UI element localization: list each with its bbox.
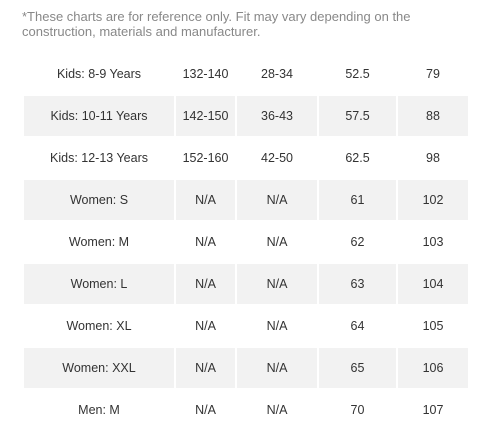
length-cell: 103 — [422, 235, 444, 249]
size-label-cell: Kids: 8-9 Years — [56, 67, 142, 81]
table-row: Women: XL N/A N/A 64 105 — [24, 306, 468, 346]
length-cell: 106 — [398, 348, 468, 388]
length-cell: 79 — [426, 67, 440, 81]
size-label-cell: Women: XXL — [24, 348, 174, 388]
size-chart-body: Kids: 8-9 Years 132-140 28-34 52.5 79 Ki… — [24, 54, 468, 430]
table-row: Kids: 10-11 Years 142-150 36-43 57.5 88 — [24, 96, 468, 136]
chest-width-cell: 63 — [319, 264, 396, 304]
chest-width-cell: 62 — [350, 235, 365, 249]
waist-cell: 28-34 — [261, 67, 293, 81]
chest-width-cell: 52.5 — [345, 67, 370, 81]
size-label-cell: Women: M — [68, 235, 130, 249]
length-cell: 107 — [422, 403, 444, 417]
chest-width-cell: 62.5 — [345, 151, 370, 165]
height-cell: N/A — [176, 264, 235, 304]
length-cell: 102 — [398, 180, 468, 220]
table-row: Kids: 8-9 Years 132-140 28-34 52.5 79 — [24, 54, 468, 94]
waist-cell: N/A — [237, 348, 317, 388]
size-label-cell: Kids: 10-11 Years — [24, 96, 174, 136]
waist-cell: N/A — [266, 403, 288, 417]
size-label-cell: Women: XL — [66, 319, 132, 333]
length-cell: 88 — [398, 96, 468, 136]
length-cell: 98 — [426, 151, 440, 165]
size-label-cell: Men: M — [78, 403, 120, 417]
length-cell: 105 — [422, 319, 444, 333]
table-row: Women: L N/A N/A 63 104 — [24, 264, 468, 304]
chest-width-cell: 65 — [319, 348, 396, 388]
height-cell: N/A — [195, 235, 216, 249]
height-cell: 132-140 — [182, 67, 229, 81]
chest-width-cell: 70 — [350, 403, 365, 417]
table-row: Kids: 12-13 Years 152-160 42-50 62.5 98 — [24, 138, 468, 178]
waist-cell: 36-43 — [237, 96, 317, 136]
height-cell: N/A — [195, 403, 216, 417]
chest-width-cell: 61 — [319, 180, 396, 220]
size-label-cell: Women: S — [24, 180, 174, 220]
height-cell: N/A — [195, 319, 216, 333]
chest-width-cell: 57.5 — [319, 96, 396, 136]
height-cell: N/A — [176, 180, 235, 220]
table-row: Women: XXL N/A N/A 65 106 — [24, 348, 468, 388]
length-cell: 104 — [398, 264, 468, 304]
size-label-cell: Women: L — [24, 264, 174, 304]
table-row: Women: S N/A N/A 61 102 — [24, 180, 468, 220]
waist-cell: N/A — [237, 264, 317, 304]
waist-cell: N/A — [266, 319, 288, 333]
height-cell: 142-150 — [176, 96, 235, 136]
waist-cell: N/A — [237, 180, 317, 220]
size-chart-table: Kids: 8-9 Years 132-140 28-34 52.5 79 Ki… — [22, 52, 470, 432]
disclaimer-note: *These charts are for reference only. Fi… — [22, 9, 411, 39]
size-label-cell: Kids: 12-13 Years — [50, 151, 148, 165]
height-cell: N/A — [176, 348, 235, 388]
chest-width-cell: 64 — [350, 319, 365, 333]
waist-cell: 42-50 — [261, 151, 293, 165]
height-cell: 152-160 — [182, 151, 229, 165]
waist-cell: N/A — [266, 235, 288, 249]
table-row: Men: M N/A N/A 70 107 — [24, 390, 468, 430]
table-row: Women: M N/A N/A 62 103 — [24, 222, 468, 262]
